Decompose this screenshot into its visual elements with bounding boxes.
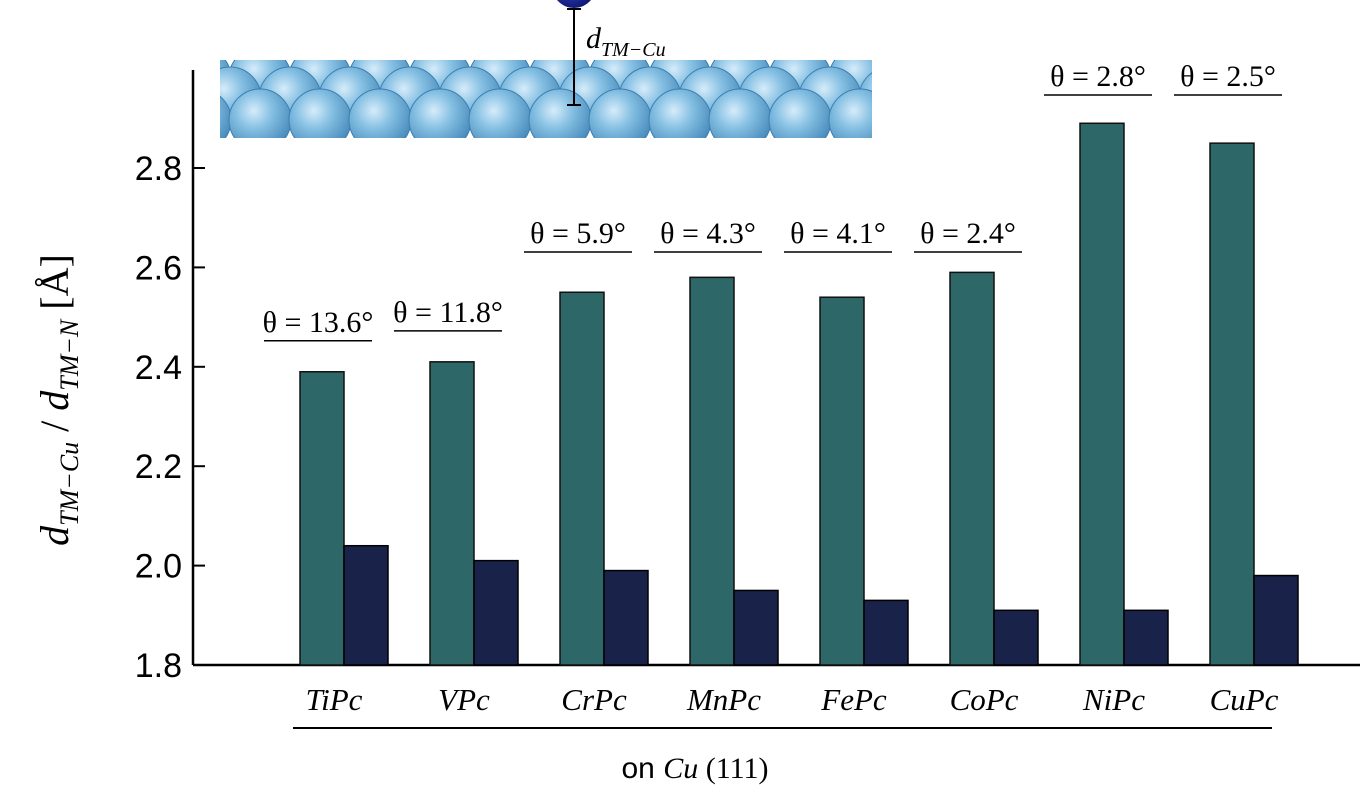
angle-annotation: θ = 11.8° (393, 296, 503, 329)
inset-distance-label: dTM−Cu (586, 22, 666, 61)
tm-atom (557, 0, 591, 8)
angle-annotation: θ = 4.3° (660, 217, 756, 250)
bar-d-tm-cu (429, 361, 475, 666)
inset-cu-surface-illustration: dTM−Cu (220, 0, 872, 138)
x-category-label: CrPc (561, 682, 627, 717)
bar-d-tm-n (603, 569, 649, 666)
cu-atom (408, 88, 472, 138)
bar-d-tm-cu (1209, 142, 1255, 666)
cu-atom (708, 88, 772, 138)
cu-slab-atoms (220, 60, 872, 138)
bar-d-tm-cu (559, 291, 605, 666)
y-axis-label: dTM−Cu / dTM−N [Å] (32, 254, 84, 546)
cu-atom (768, 88, 832, 138)
y-tick-label: 2.4 (135, 349, 182, 387)
y-tick-label: 2.8 (135, 150, 182, 188)
y-ticks: 1.8 2.0 2.2 2.4 2.6 2.8 (135, 150, 205, 685)
x-category-label: CuPc (1210, 682, 1279, 717)
angle-annotation: θ = 2.5° (1180, 60, 1276, 93)
bar-d-tm-cu (299, 371, 345, 666)
bar-d-tm-n (993, 609, 1039, 666)
cu-atom (528, 88, 592, 138)
angle-annotations: θ = 13.6° θ = 11.8° θ = 5.9° θ = 4.3° θ = 4.… (263, 60, 1282, 342)
angle-annotation: θ = 2.8° (1050, 60, 1146, 93)
y-tick-label: 2.6 (135, 249, 182, 287)
bar-d-tm-cu (949, 271, 995, 666)
x-category-label: FePc (820, 682, 887, 717)
y-tick-label: 1.8 (135, 647, 182, 685)
bar-d-tm-cu (819, 296, 865, 666)
cu-atom (648, 88, 712, 138)
x-category-label: VPc (438, 682, 490, 717)
angle-annotation: θ = 4.1° (790, 217, 886, 250)
bar-d-tm-n (343, 544, 389, 666)
bar-d-tm-n (733, 589, 779, 666)
x-category-label: MnPc (686, 682, 761, 717)
cu-atom (288, 88, 352, 138)
x-category-label: TiPc (306, 682, 363, 717)
y-tick-label: 2.0 (135, 548, 182, 586)
bar-d-tm-n (1123, 609, 1169, 666)
y-tick-label: 2.2 (135, 448, 182, 486)
bar-d-tm-n (473, 559, 519, 666)
cu-atom (828, 88, 872, 138)
x-axis-label: on Cu (111) (622, 752, 769, 785)
cu-atom (588, 88, 652, 138)
bar-d-tm-n (1253, 574, 1299, 666)
x-category-labels: TiPc VPc CrPc MnPc FePc CoPc NiPc CuPc (306, 682, 1279, 717)
cu-atom (348, 88, 412, 138)
angle-annotation: θ = 13.6° (263, 306, 374, 339)
bars (299, 122, 1299, 666)
angle-annotation: θ = 5.9° (530, 217, 626, 250)
bar-d-tm-cu (1079, 122, 1125, 666)
cu-atom (468, 88, 532, 138)
cu-atom (220, 95, 232, 138)
x-category-label: NiPc (1082, 682, 1145, 717)
x-category-label: CoPc (950, 682, 1019, 717)
bar-d-tm-cu (689, 276, 735, 666)
angle-annotation: θ = 2.4° (920, 217, 1016, 250)
bar-d-tm-n (863, 599, 909, 666)
cu-atom (228, 88, 292, 138)
